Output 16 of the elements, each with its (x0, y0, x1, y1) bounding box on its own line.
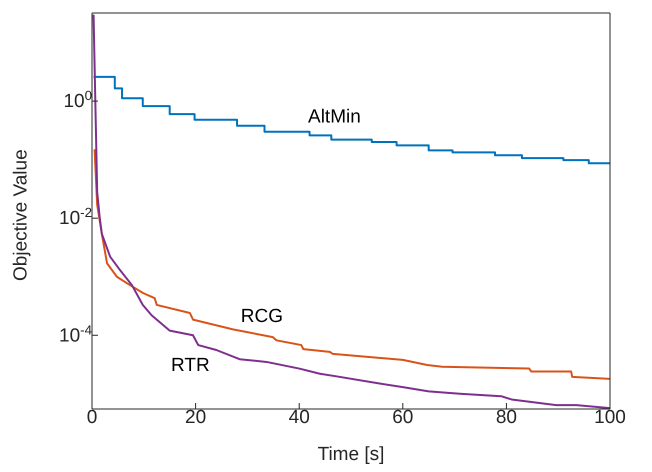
series-label: RTR (171, 354, 210, 376)
x-tick-label: 40 (288, 407, 310, 428)
y-tick-label: 10$^{0}$ (63, 88, 92, 112)
series-label: AltMin (308, 106, 361, 128)
series-label: RCG (240, 306, 284, 327)
y-tick-label: 10$^{-4}$ (59, 322, 92, 346)
y-axis-title: Objective Value (10, 149, 32, 281)
x-tick-label: 100 (594, 407, 626, 428)
line-series (92, 14, 610, 409)
x-tick-label: 80 (496, 407, 517, 428)
line-series (94, 148, 610, 380)
y-tick-label: 10$^{-2}$ (59, 204, 92, 230)
x-tick-label: 0 (86, 407, 98, 428)
x-axis-title: Time [s] (318, 444, 384, 465)
x-tick-label: 20 (185, 407, 206, 428)
x-tick-label: 60 (392, 407, 414, 428)
